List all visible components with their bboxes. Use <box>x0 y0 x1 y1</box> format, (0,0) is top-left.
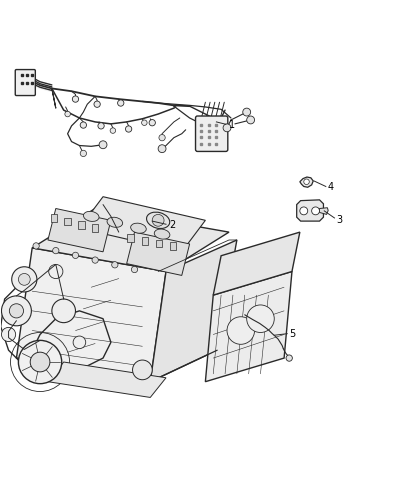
Circle shape <box>53 248 59 254</box>
Polygon shape <box>48 362 166 397</box>
Circle shape <box>133 360 152 380</box>
Circle shape <box>243 108 251 116</box>
Circle shape <box>92 257 98 263</box>
Bar <box>51 215 57 222</box>
Circle shape <box>72 252 79 259</box>
Ellipse shape <box>107 217 122 228</box>
Polygon shape <box>213 232 300 295</box>
Ellipse shape <box>154 229 170 239</box>
Circle shape <box>312 207 320 215</box>
Circle shape <box>98 123 104 129</box>
Ellipse shape <box>131 223 146 233</box>
Bar <box>170 242 176 250</box>
Ellipse shape <box>83 211 99 221</box>
Bar <box>64 217 71 226</box>
Bar <box>78 221 85 228</box>
FancyBboxPatch shape <box>196 116 228 151</box>
Bar <box>128 234 134 242</box>
Polygon shape <box>17 248 166 382</box>
Circle shape <box>30 352 50 372</box>
Text: 1: 1 <box>229 120 235 130</box>
Circle shape <box>12 267 37 292</box>
Circle shape <box>49 264 63 278</box>
Bar <box>92 224 98 232</box>
Circle shape <box>304 179 309 184</box>
Circle shape <box>73 336 86 348</box>
Circle shape <box>2 296 31 326</box>
FancyBboxPatch shape <box>15 70 35 96</box>
Circle shape <box>112 262 118 268</box>
Circle shape <box>126 126 132 132</box>
Circle shape <box>80 122 87 128</box>
Circle shape <box>158 145 166 153</box>
Circle shape <box>286 355 292 361</box>
Circle shape <box>33 243 39 249</box>
Circle shape <box>110 128 116 133</box>
Circle shape <box>300 207 308 215</box>
Circle shape <box>99 141 107 149</box>
Polygon shape <box>297 200 324 221</box>
Circle shape <box>80 150 87 156</box>
Polygon shape <box>32 208 229 272</box>
Polygon shape <box>320 208 328 215</box>
Circle shape <box>52 299 75 323</box>
Ellipse shape <box>147 212 170 228</box>
Circle shape <box>159 134 165 141</box>
Text: 3: 3 <box>336 215 342 225</box>
Circle shape <box>247 305 274 333</box>
Circle shape <box>19 340 62 384</box>
Circle shape <box>247 116 254 124</box>
Polygon shape <box>300 177 313 187</box>
Circle shape <box>2 327 16 342</box>
Circle shape <box>152 215 164 226</box>
Circle shape <box>65 111 70 117</box>
Circle shape <box>223 124 231 132</box>
Bar <box>141 237 148 245</box>
Circle shape <box>118 100 124 106</box>
Circle shape <box>19 274 30 285</box>
Circle shape <box>227 317 254 344</box>
Bar <box>156 240 162 248</box>
Text: 4: 4 <box>327 182 333 192</box>
Polygon shape <box>205 272 292 382</box>
Polygon shape <box>48 208 111 252</box>
Text: 2: 2 <box>169 220 175 230</box>
Polygon shape <box>79 197 205 252</box>
Polygon shape <box>127 232 190 276</box>
Circle shape <box>149 120 155 126</box>
Polygon shape <box>150 240 237 382</box>
Text: 5: 5 <box>289 329 295 339</box>
Circle shape <box>9 304 24 318</box>
Circle shape <box>132 266 138 273</box>
Circle shape <box>141 120 147 125</box>
Circle shape <box>72 96 79 102</box>
Circle shape <box>94 101 100 108</box>
